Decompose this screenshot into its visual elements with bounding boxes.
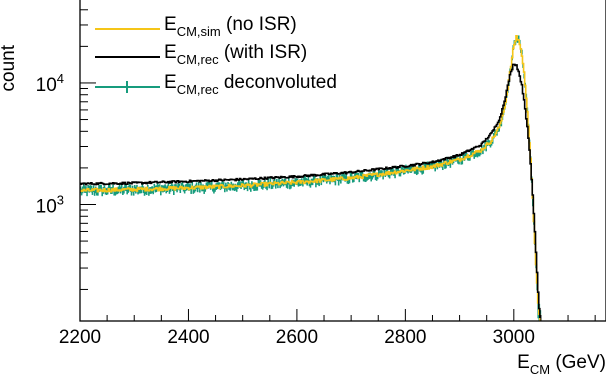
y-tick-label: 103 xyxy=(36,192,64,217)
legend: ECM,sim (no ISR) ECM,rec (with ISR) ECM,… xyxy=(95,14,337,97)
series-layer xyxy=(79,35,542,322)
legend-rec-tail: (with ISR) xyxy=(219,42,308,63)
x-tick-label: 2800 xyxy=(384,327,426,348)
legend-sim-tail: (no ISR) xyxy=(221,14,297,35)
x-ticks: 2200 2400 2600 2800 3000 xyxy=(59,309,596,348)
legend-label-sim: ECM,sim (no ISR) xyxy=(164,14,297,39)
legend-label-rec: ECM,rec (with ISR) xyxy=(164,42,307,67)
y-axis-title: count xyxy=(0,44,19,91)
x-tick-label: 2600 xyxy=(276,327,318,348)
plot-area: 2200 2400 2600 2800 3000 103 104 xyxy=(36,0,606,348)
x-tick-label: 3000 xyxy=(493,327,535,348)
x-tick-label: 2400 xyxy=(167,327,209,348)
legend-sim-sub: CM,sim xyxy=(177,24,221,39)
legend-sim-main: E xyxy=(164,14,177,35)
legend-rec-sub: CM,rec xyxy=(177,52,219,67)
x-axis-title: ECM (GeV) xyxy=(517,352,606,377)
series-sim xyxy=(80,35,541,322)
plot-frame xyxy=(79,0,606,322)
series-line-sim xyxy=(80,35,541,322)
legend-deconv-sub: CM,rec xyxy=(177,82,219,97)
series-rec xyxy=(80,63,541,319)
series-line-rec xyxy=(80,63,541,319)
x-tick-label: 2200 xyxy=(59,327,101,348)
x-axis-title-main: E xyxy=(517,352,530,373)
x-axis-title-sub: CM xyxy=(530,362,550,377)
legend-label-deconv: ECM,rec deconvoluted xyxy=(164,72,337,97)
legend-deconv-main: E xyxy=(164,72,177,93)
legend-rec-main: E xyxy=(164,42,177,63)
legend-deconv-tail: deconvoluted xyxy=(219,72,337,93)
y-ticks: 103 104 xyxy=(36,9,96,290)
y-tick-label: 104 xyxy=(36,71,64,96)
x-axis-title-tail: (GeV) xyxy=(550,352,606,373)
